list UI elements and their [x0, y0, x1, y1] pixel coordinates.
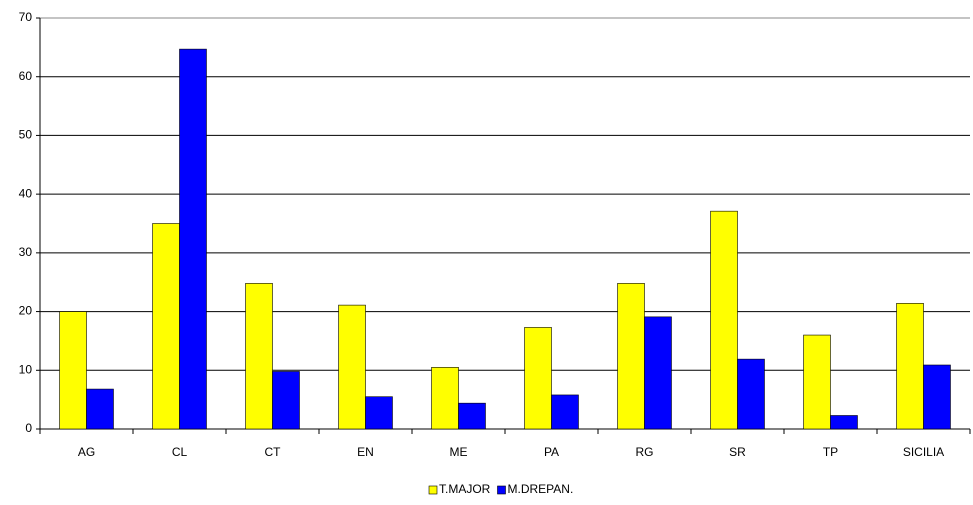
y-tick-label: 10 [19, 362, 33, 376]
x-tick-label: SR [729, 445, 746, 459]
bar [458, 402, 486, 430]
bar [338, 304, 366, 430]
x-tick-label: CT [265, 445, 282, 459]
x-tick-label: TP [823, 445, 838, 459]
x-tick-label: ME [450, 445, 468, 459]
bar [245, 283, 273, 430]
bar [365, 396, 393, 430]
bar [86, 388, 114, 430]
y-tick-label: 20 [19, 304, 33, 318]
legend-label: T.MAJOR [439, 482, 491, 496]
y-tick-label: 60 [19, 69, 33, 83]
x-tick-label: CL [172, 445, 188, 459]
bar [617, 283, 645, 430]
bar [152, 223, 180, 430]
y-tick-label: 70 [19, 10, 33, 24]
bar [737, 358, 765, 430]
legend-label: M.DREPAN. [508, 482, 574, 496]
bar [179, 48, 207, 430]
x-tick-label: SICILIA [903, 445, 944, 459]
bar [272, 371, 300, 430]
y-tick-label: 40 [19, 186, 33, 200]
x-tick-label: RG [636, 445, 654, 459]
legend-swatch [428, 485, 438, 495]
bar [896, 303, 924, 430]
legend-swatch [497, 485, 506, 495]
bar [803, 334, 831, 430]
y-tick-label: 0 [25, 421, 32, 435]
bar [710, 210, 738, 430]
bar [830, 415, 858, 430]
bar [923, 364, 951, 430]
bar [524, 327, 552, 430]
x-tick-label: PA [544, 445, 559, 459]
x-tick-label: AG [78, 445, 95, 459]
y-tick-label: 50 [19, 128, 33, 142]
y-tick-label: 30 [19, 245, 33, 259]
bar [551, 394, 579, 430]
bar [644, 316, 672, 430]
x-tick-label: EN [357, 445, 374, 459]
bar [59, 311, 87, 430]
bar [431, 367, 459, 430]
